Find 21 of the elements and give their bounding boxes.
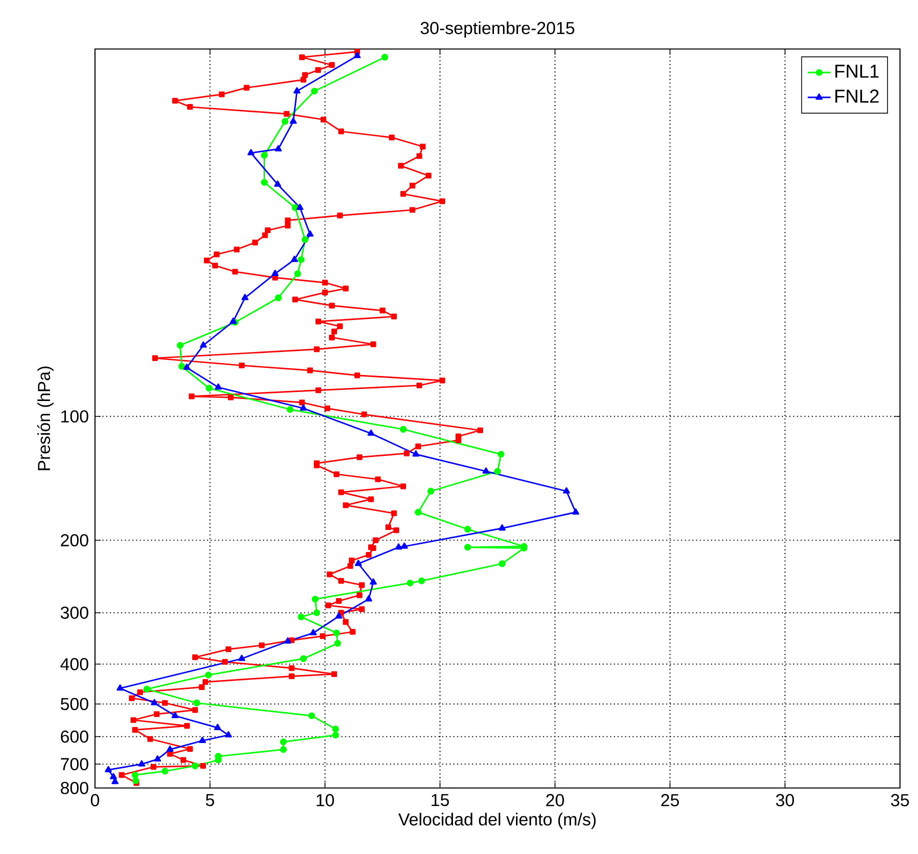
x-tick-label: 5 (206, 794, 214, 806)
chart-title: 30-septiembre-2015 (420, 21, 574, 38)
x-tick-label: 0 (90, 794, 100, 806)
legend-label: FNL2 (835, 90, 879, 103)
y-tick-label: 700 (60, 758, 88, 770)
x-axis-title: Velocidad del viento (m/s) (398, 812, 596, 829)
x-tick-label: 25 (661, 794, 679, 806)
x-tick-label: 20 (546, 794, 564, 806)
x-tick-label: 10 (316, 794, 334, 806)
y-tick-label: 100 (61, 410, 88, 423)
y-tick-label: 600 (60, 730, 88, 743)
y-tick-label: 800 (60, 782, 88, 794)
y-tick-label: 500 (60, 698, 88, 710)
y-axis-title: Presión (hPa) (37, 366, 54, 470)
y-tick-label: 400 (60, 658, 88, 670)
x-tick-label: 30 (776, 794, 794, 806)
x-tick-label: 15 (432, 794, 449, 806)
legend-label: FNL1 (835, 64, 879, 78)
x-tick-label: 35 (891, 794, 909, 806)
y-tick-label: 300 (60, 606, 88, 619)
y-tick-label: 200 (60, 534, 88, 546)
